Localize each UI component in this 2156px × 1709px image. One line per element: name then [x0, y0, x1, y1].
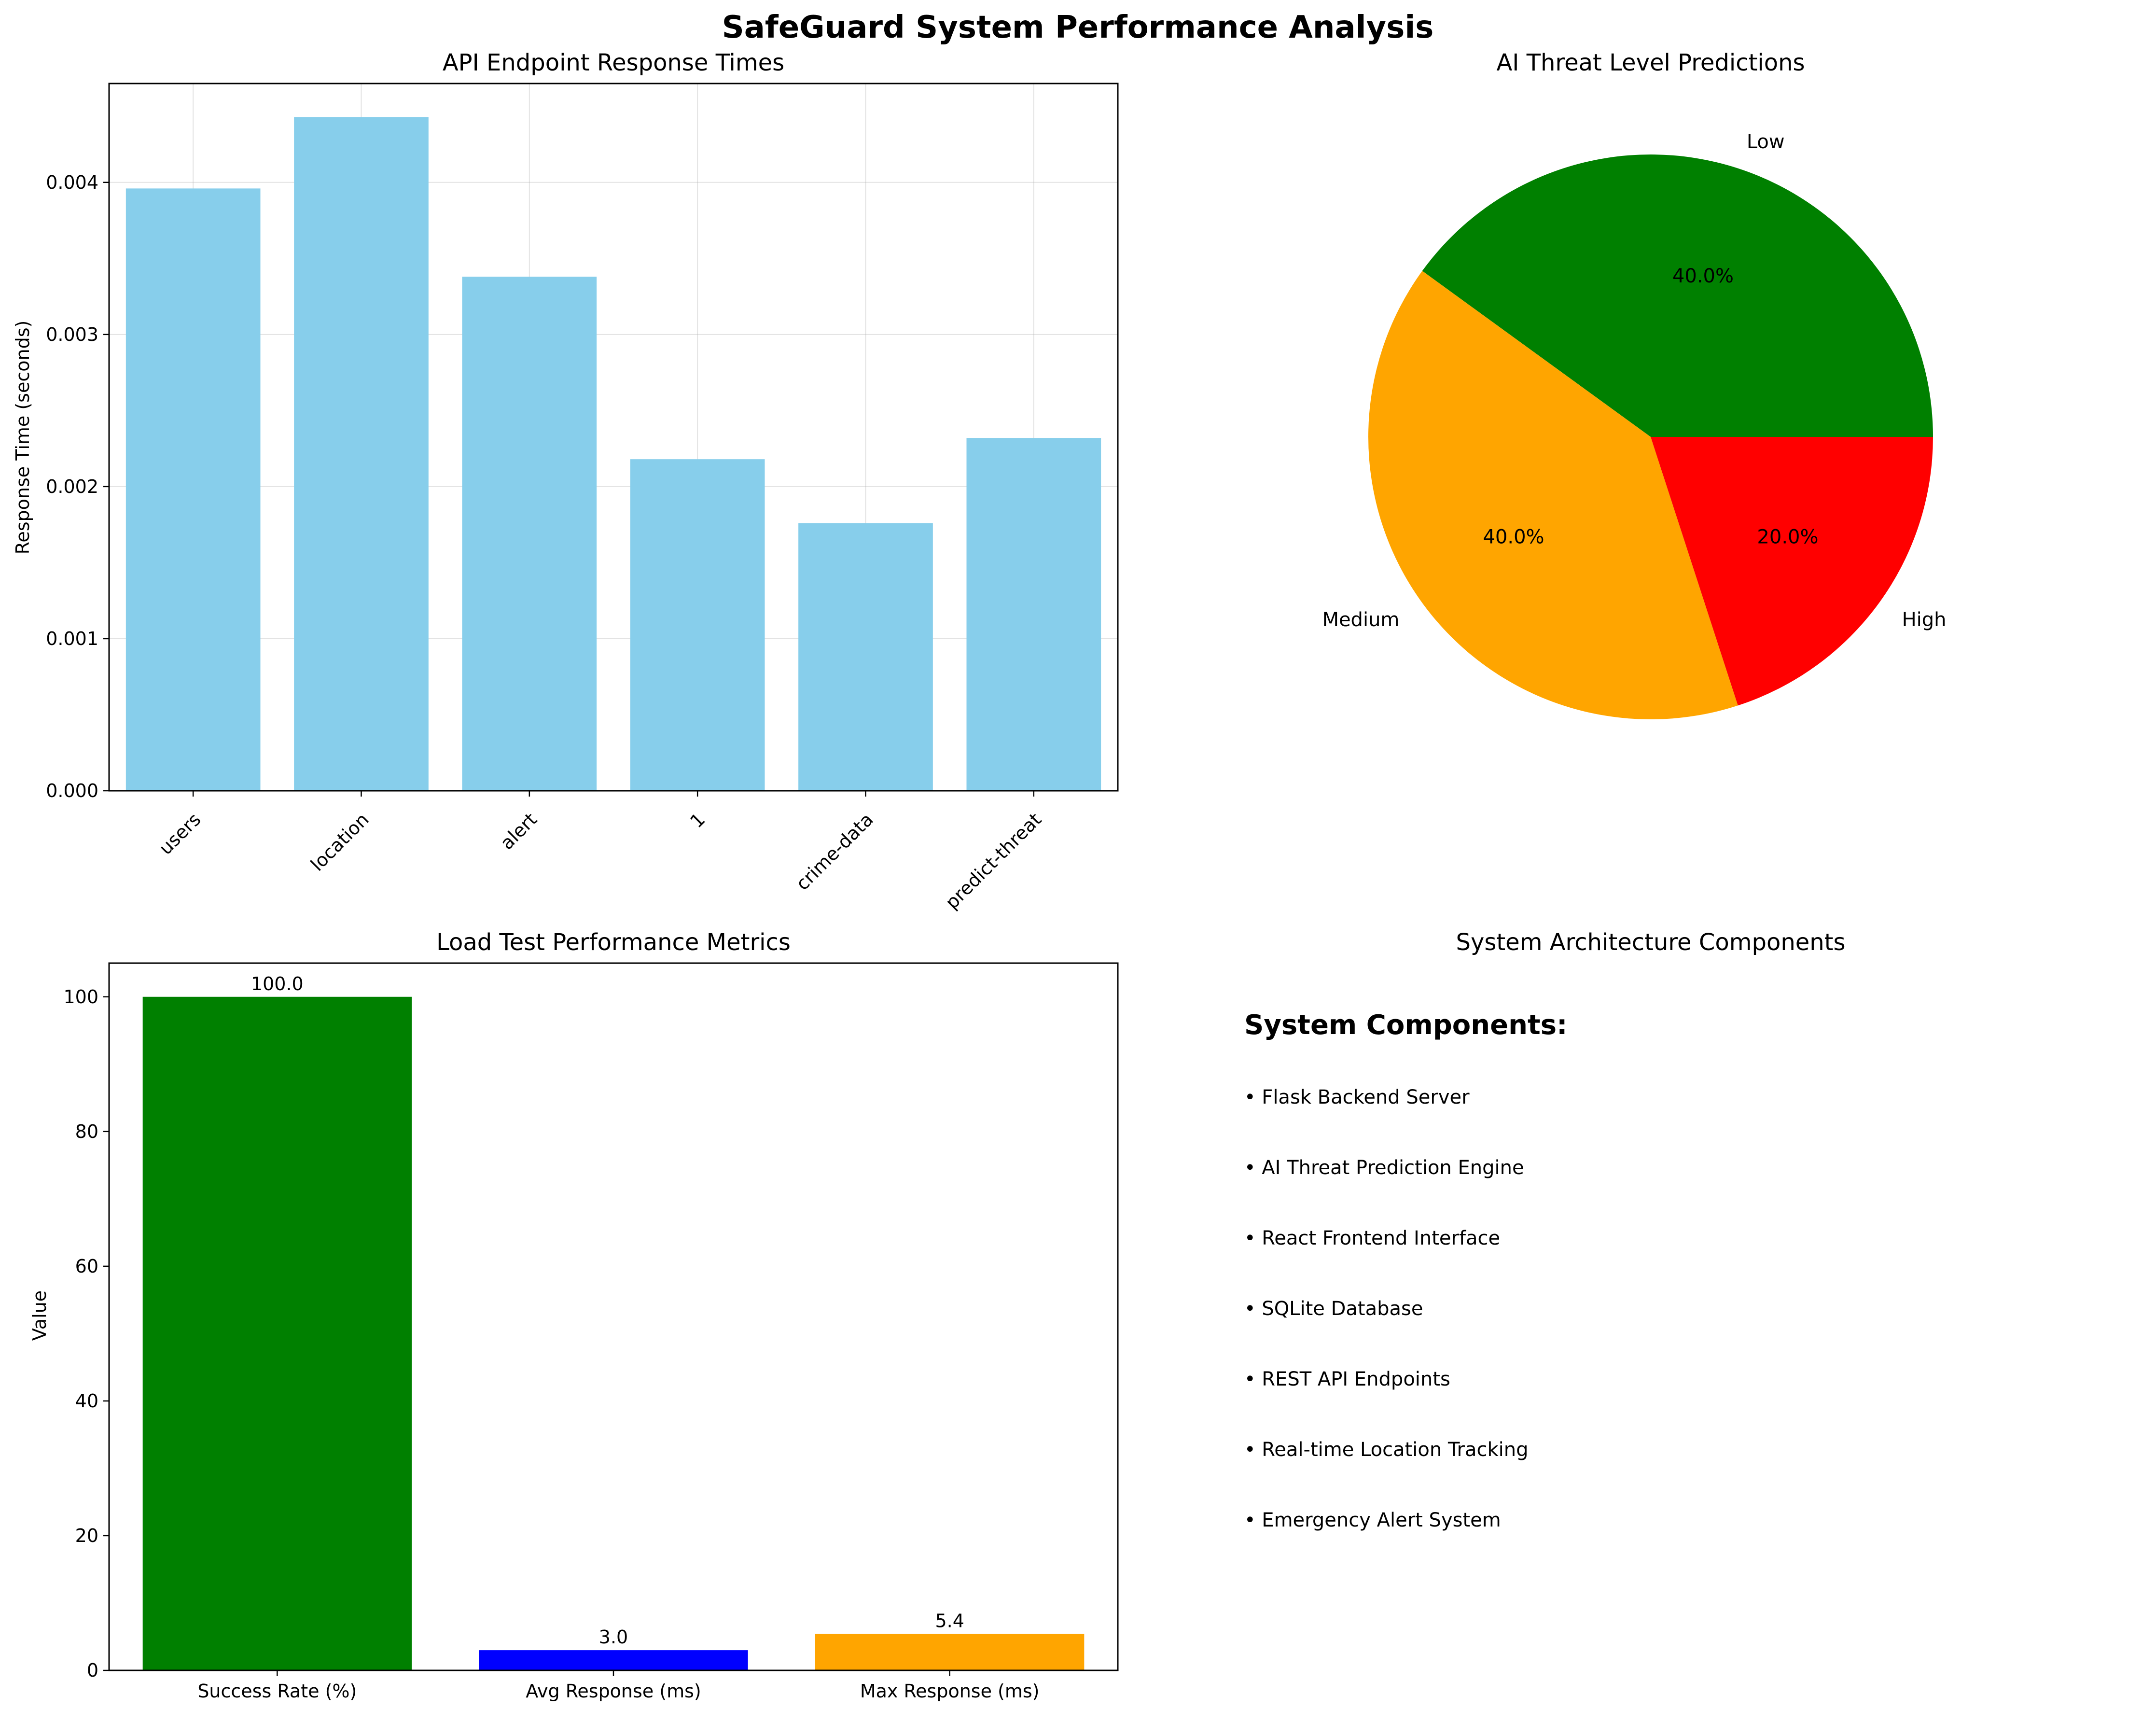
metric-bar — [815, 1634, 1085, 1670]
y-tick-label: 20 — [75, 1525, 98, 1546]
y-tick-label: 100 — [63, 986, 98, 1008]
system-components-panel: System Architecture Components System Co… — [1244, 929, 1846, 1531]
load-test-chart-title: Load Test Performance Metrics — [436, 929, 791, 956]
x-tick-label: Max Response (ms) — [860, 1681, 1040, 1702]
metric-bar — [142, 996, 412, 1670]
pie-slice-low — [1422, 154, 1933, 437]
api-response-y-ticks: 0.000 0.001 0.002 0.003 0.004 — [46, 172, 109, 801]
threat-level-pie-title: AI Threat Level Predictions — [1496, 49, 1805, 76]
system-components-title: System Architecture Components — [1456, 929, 1845, 956]
load-test-y-axis-label: Value — [29, 1290, 50, 1341]
load-test-plot-frame — [108, 962, 1119, 1671]
load-test-value-labels: 100.0 3.0 5.4 — [251, 973, 964, 1648]
bar-value-label: 5.4 — [935, 1611, 964, 1632]
y-tick-label: 80 — [75, 1121, 98, 1142]
threat-level-pie-labels: Low 40.0% Medium 40.0% High 20.0% — [1322, 131, 1946, 631]
load-test-bars — [142, 996, 1085, 1670]
component-item: • Real-time Location Tracking — [1244, 1439, 1528, 1461]
load-test-x-ticks: Success Rate (%) Avg Response (ms) Max Res… — [197, 1670, 1040, 1702]
figure-title: SafeGuard System Performance Analysis — [722, 10, 1434, 45]
api-response-chart: API Endpoint Response Times Response Tim… — [12, 49, 1119, 913]
y-tick-label: 0 — [87, 1660, 98, 1681]
pie-percent-label: 40.0% — [1672, 265, 1734, 287]
api-response-y-axis-label: Response Time (seconds) — [12, 321, 33, 555]
pie-percent-label: 40.0% — [1483, 526, 1544, 548]
component-item: • React Frontend Interface — [1244, 1227, 1500, 1249]
metric-bar — [479, 1650, 748, 1670]
api-response-plot-frame — [108, 83, 1119, 792]
threat-level-pie-chart: AI Threat Level Predictions Low 40.0% Medi… — [1322, 49, 1947, 719]
bar-alert — [462, 277, 597, 791]
load-test-y-ticks: 0 20 40 60 80 100 — [63, 986, 109, 1681]
bar-value-label: 3.0 — [599, 1626, 628, 1648]
pie-percent-label: 20.0% — [1757, 526, 1818, 548]
system-components-heading: System Components: — [1244, 1009, 1567, 1041]
bar-predict-threat — [966, 438, 1101, 791]
pie-slice-medium — [1368, 271, 1738, 719]
component-item: • AI Threat Prediction Engine — [1244, 1157, 1524, 1179]
pie-label: Medium — [1322, 609, 1399, 631]
pie-slice-high — [1651, 437, 1933, 706]
y-tick-label: 0.002 — [46, 476, 98, 497]
y-tick-label: 0.004 — [46, 172, 98, 193]
threat-level-pie-slices — [1368, 154, 1933, 719]
component-item: • Emergency Alert System — [1244, 1509, 1501, 1531]
component-item: • REST API Endpoints — [1244, 1368, 1450, 1390]
bar-crime-data — [798, 523, 933, 791]
bar-location — [294, 117, 429, 791]
bar-value-label: 100.0 — [251, 973, 304, 995]
bar-1 — [630, 459, 765, 791]
x-tick-label: Avg Response (ms) — [526, 1681, 701, 1702]
y-tick-label: 0.000 — [46, 780, 98, 801]
y-tick-label: 0.001 — [46, 628, 98, 649]
api-response-chart-title: API Endpoint Response Times — [443, 49, 784, 76]
pie-label: Low — [1747, 131, 1785, 153]
load-test-chart: Load Test Performance Metrics Value 100.… — [29, 929, 1119, 1702]
y-tick-label: 60 — [75, 1256, 98, 1277]
x-tick-label: Success Rate (%) — [197, 1681, 357, 1702]
y-tick-label: 0.003 — [46, 324, 98, 345]
bar-users — [125, 188, 261, 791]
component-item: • Flask Backend Server — [1244, 1086, 1470, 1108]
y-tick-label: 40 — [75, 1390, 98, 1412]
component-item: • SQLite Database — [1244, 1298, 1423, 1320]
pie-label: High — [1902, 609, 1947, 631]
api-response-bars — [125, 117, 1101, 791]
